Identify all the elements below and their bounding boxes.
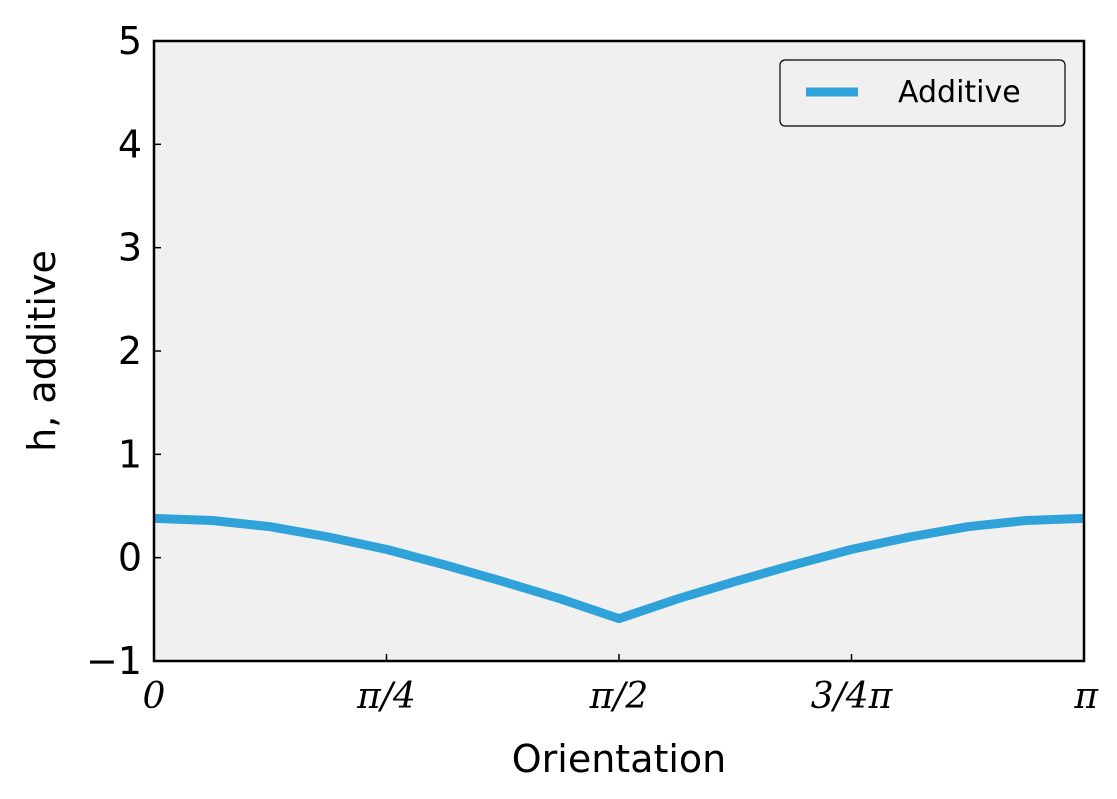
y-tick-label: −1 <box>86 639 142 683</box>
x-tick-label: π/2 <box>589 676 649 717</box>
y-axis: −1 0 1 2 3 4 5 <box>86 19 161 683</box>
y-tick-label: 4 <box>118 122 142 166</box>
x-axis: 0 π/4 π/2 3/4π π <box>143 654 1099 717</box>
x-tick-label: π/4 <box>356 676 416 717</box>
plot-area <box>154 41 1084 661</box>
y-axis-label: h, additive <box>20 250 64 452</box>
legend: Additive <box>779 59 1066 127</box>
y-tick-label: 0 <box>118 536 142 580</box>
x-tick-label: 0 <box>143 676 166 717</box>
y-tick-label: 5 <box>118 19 142 63</box>
y-tick-label: 3 <box>118 226 142 270</box>
y-tick-label: 1 <box>118 432 142 476</box>
x-axis-label: Orientation <box>512 737 727 781</box>
series-line-additive <box>153 513 1085 624</box>
x-tick-label: π <box>1073 676 1099 717</box>
y-tick-label: 2 <box>118 329 142 373</box>
x-tick-label: 3/4π <box>811 676 894 717</box>
legend-label-additive: Additive <box>898 75 1021 110</box>
legend-box <box>779 59 1066 127</box>
series-layer <box>153 513 1085 624</box>
